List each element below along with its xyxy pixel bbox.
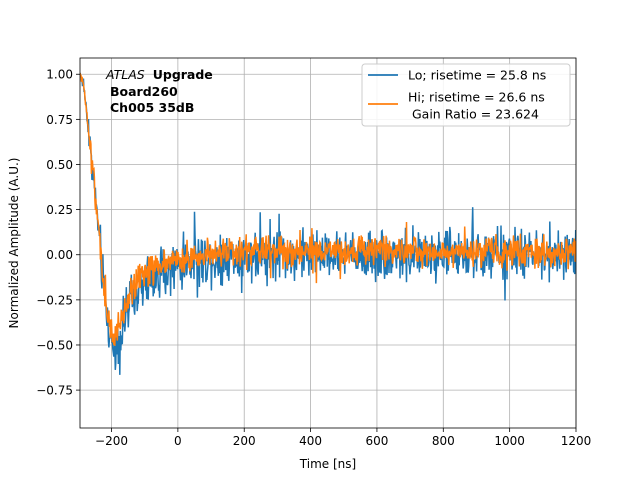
annotation-tag: Upgrade xyxy=(153,67,213,82)
x-axis-ticks: −200 0 200 400 600 800 1000 1200 xyxy=(95,428,591,448)
legend-box xyxy=(361,63,571,127)
y-tick-label: −0.25 xyxy=(36,293,73,307)
x-tick-label: −200 xyxy=(95,434,128,448)
x-axis-label: Time [ns] xyxy=(299,457,356,471)
y-tick-label: −0.50 xyxy=(36,338,73,352)
legend-label-gain-ratio: Gain Ratio = 23.624 xyxy=(408,107,539,122)
x-tick-label: 1200 xyxy=(561,434,592,448)
svg-text:ATLAS Upgrade: ATLAS Upgrade xyxy=(105,67,213,82)
annotation-board: Board260 xyxy=(110,84,178,99)
legend-label-lo: Lo; risetime = 25.8 ns xyxy=(408,68,546,83)
y-tick-label: 0.75 xyxy=(46,113,73,127)
plot-frame xyxy=(79,57,577,429)
y-tick-label: −0.75 xyxy=(36,384,73,398)
y-tick-label: 0.50 xyxy=(46,158,73,172)
legend-label-hi: Hi; risetime = 26.6 ns xyxy=(408,90,545,105)
atlas-annotation: ATLAS Upgrade Board260 Ch005 35dB xyxy=(105,67,213,115)
series-hi-line xyxy=(80,72,576,346)
y-axis-label: Normalized Amplitude (A.U.) xyxy=(7,158,21,329)
x-tick-label: 400 xyxy=(299,434,322,448)
y-axis-ticks: −0.75 −0.50 −0.25 0.00 0.25 0.50 0.75 1.00 xyxy=(36,68,80,398)
legend: Lo; risetime = 25.8 ns Hi; risetime = 26… xyxy=(361,63,571,127)
annotation-experiment: ATLAS xyxy=(105,67,145,82)
x-tick-label: 800 xyxy=(432,434,455,448)
x-tick-label: 600 xyxy=(365,434,388,448)
y-tick-label: 1.00 xyxy=(46,68,73,82)
y-tick-label: 0.25 xyxy=(46,203,73,217)
x-tick-label: 1000 xyxy=(494,434,525,448)
x-tick-label: 200 xyxy=(233,434,256,448)
annotation-channel: Ch005 35dB xyxy=(110,100,194,115)
x-tick-label: 0 xyxy=(174,434,182,448)
y-tick-label: 0.00 xyxy=(46,248,73,262)
